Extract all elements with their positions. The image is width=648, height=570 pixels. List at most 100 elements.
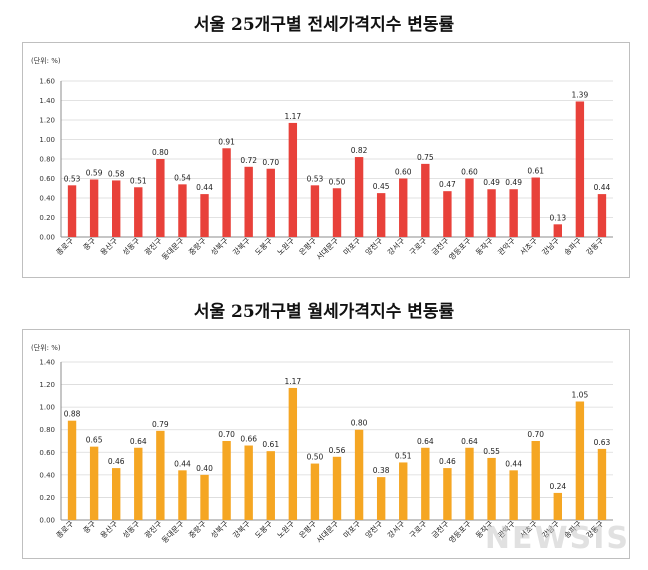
bar [399,462,408,520]
data-label: 0.66 [240,435,257,444]
data-label: 0.50 [307,453,324,462]
data-label: 0.75 [417,153,434,162]
bar [67,420,77,520]
data-label: 0.45 [373,182,390,191]
bar [553,492,562,520]
bar [332,456,342,520]
data-label: 0.13 [549,213,566,222]
category-label: 강남구 [540,235,562,257]
category-label: 중랑구 [187,519,208,540]
chart-panel-wolse: (단위: %) 0.00 0.20 0.40 0.60 0.80 1.00 1.20 1.40 0… [22,329,630,559]
bar [487,189,496,237]
bar [288,122,298,237]
bar [597,194,607,237]
y-tick-label: 0.20 [39,494,55,502]
category-label: 서대문구 [315,236,341,262]
data-label: 0.49 [505,178,522,187]
chart-title-wolse: 서울 25개구별 월세가격지수 변동률 [193,302,455,322]
category-label: 강북구 [230,518,252,540]
bar [421,447,430,520]
bar [575,101,585,237]
bar [553,224,562,237]
category-label: 종로구 [54,519,75,540]
data-label: 0.46 [108,457,125,466]
category-label: 강서구 [385,235,407,257]
bar [575,401,585,520]
data-label: 0.59 [86,168,103,177]
bar [134,187,143,237]
y-tick-label: 0.80 [39,426,55,434]
y-tick-label: 1.40 [39,359,55,367]
category-label: 서초구 [518,236,539,257]
category-label: 강서구 [385,518,407,540]
y-tick-label: 0.40 [39,195,55,203]
bar [354,157,364,237]
data-label: 1.17 [284,377,301,386]
category-label: 노원구 [275,236,296,257]
data-label: 0.80 [351,419,368,428]
category-label: 동대문구 [160,519,186,545]
category-label: 성북구 [209,519,230,540]
data-label: 0.44 [174,459,191,468]
category-label: 도봉구 [253,236,274,257]
category-label: 노원구 [275,519,296,540]
chart-panel-jeonse: (단위: %) 0.00 0.20 0.40 0.60 0.80 1.00 1.20 1.40 1… [22,42,630,278]
category-label: 강북구 [230,235,252,257]
bar [399,178,408,237]
unit-label: (단위: %) [31,343,61,352]
bar [443,191,452,237]
bar [597,448,607,520]
category-label: 마포구 [341,236,362,257]
category-label: 중구 [81,519,97,535]
bar [310,463,320,520]
data-label: 1.05 [572,391,589,400]
y-tick-label: 0.60 [39,175,55,183]
data-label: 0.40 [196,464,213,473]
y-tick-label: 1.00 [39,404,55,412]
bar [376,193,386,237]
bar [222,441,231,520]
bar [112,468,121,520]
data-label: 0.58 [108,169,125,178]
bar [178,184,187,237]
data-label: 0.70 [218,430,235,439]
category-label: 양천구 [363,518,385,540]
category-label: 중랑구 [187,236,208,257]
y-tick-label: 0.00 [39,517,55,525]
bar-chart-wolse: (단위: %) 0.00 0.20 0.40 0.60 0.80 1.00 1.20 1.40 0… [31,343,613,545]
data-label: 0.44 [505,459,522,468]
bar [244,166,253,237]
data-label: 0.82 [351,146,368,155]
category-label: 동작구 [473,235,495,257]
category-label: 성동구 [121,236,142,257]
bar-chart-jeonse: (단위: %) 0.00 0.20 0.40 0.60 0.80 1.00 1.20 1.40 1… [31,56,613,262]
data-label: 0.60 [395,168,412,177]
bar [531,441,540,520]
bar [67,185,77,237]
bar [376,477,386,520]
y-tick-label: 0.00 [39,234,55,242]
category-label: 중구 [81,236,97,252]
data-label: 0.63 [594,438,611,447]
data-label: 0.53 [307,174,324,183]
category-label: 구로구 [408,519,429,540]
category-label: 영등포구 [446,518,473,545]
data-label: 0.49 [483,178,500,187]
data-label: 0.72 [240,156,257,165]
data-label: 1.17 [284,112,301,121]
data-label: 0.54 [174,173,191,182]
category-label: 성동구 [121,519,142,540]
data-label: 0.24 [549,482,566,491]
data-label: 0.64 [417,437,434,446]
category-label: 마포구 [341,519,362,540]
data-label: 1.39 [572,90,589,99]
data-label: 0.53 [64,174,81,183]
bar [266,451,275,520]
bar [266,168,275,237]
bar [89,179,99,237]
bar [112,180,121,237]
data-label: 0.61 [262,440,279,449]
y-tick-label: 1.20 [39,381,55,389]
data-label: 0.51 [130,176,147,185]
data-label: 0.51 [395,451,412,460]
